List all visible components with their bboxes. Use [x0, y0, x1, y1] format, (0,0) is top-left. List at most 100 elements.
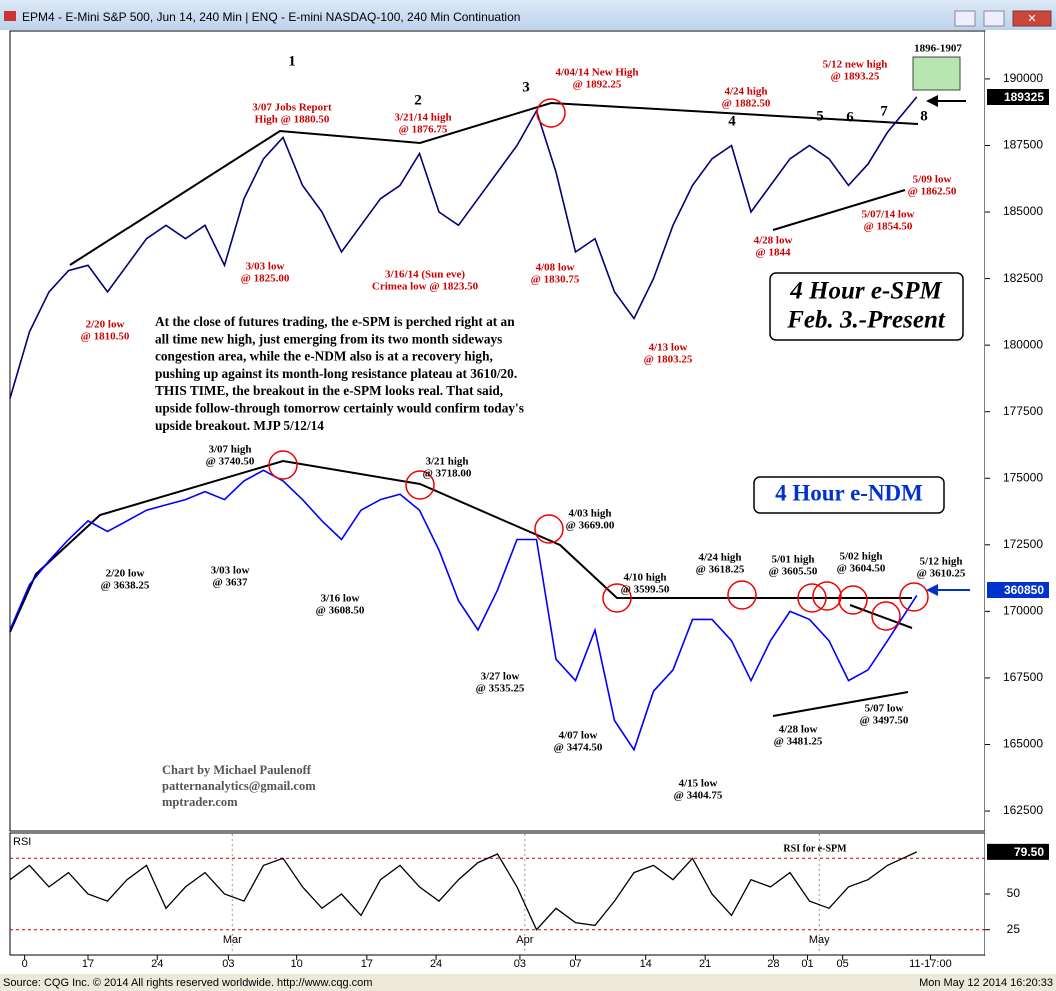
- highlight-circle: [899, 582, 929, 612]
- value-axis: [985, 31, 1056, 955]
- annotation: 3/07 high: [208, 444, 251, 456]
- annotation: 3/16/14 (Sun eve): [385, 269, 465, 281]
- x-tick-label: 07: [569, 958, 581, 970]
- month-label: May: [809, 934, 830, 946]
- month-label: Mar: [223, 934, 242, 946]
- annotation: 4/07 low: [559, 730, 598, 742]
- annotation: Crimea low @ 1823.50: [372, 281, 479, 293]
- month-label: Apr: [516, 934, 533, 946]
- annotation: 5/12 new high: [823, 59, 888, 71]
- highlight-circle: [838, 585, 868, 615]
- annotation: @ 3637: [213, 577, 248, 589]
- annotation: @ 3669.00: [566, 520, 615, 532]
- chart-title: 4 Hour e-NDM: [775, 480, 923, 505]
- annotation: @ 3481.25: [774, 736, 823, 748]
- main-panel: [9, 30, 986, 832]
- annotation: @ 1825.00: [241, 273, 290, 285]
- highlight-circle: [268, 450, 298, 480]
- ndm-support-line: [772, 691, 909, 717]
- commentary-line: congestion area, while the e-NDM also is…: [155, 349, 493, 364]
- x-tick-label: 14: [640, 958, 652, 970]
- annotation: 5/09 low: [913, 174, 952, 186]
- window-title: EPM4 - E-Mini S&P 500, Jun 14, 240 Min |…: [22, 10, 520, 24]
- annotation: 3/03 low: [246, 261, 285, 273]
- annotation: 5/07/14 low: [862, 209, 915, 221]
- y-tick-label: 165000: [1003, 737, 1043, 751]
- annotation: 4/24 high: [724, 86, 767, 98]
- x-tick-label: 24: [430, 958, 442, 970]
- annotation: 5/12 high: [919, 556, 962, 568]
- annotation: 4/08 low: [536, 262, 575, 274]
- x-tick-label: 24: [151, 958, 163, 970]
- annotation: @ 1882.50: [722, 98, 771, 110]
- annotation: 3/27 low: [481, 671, 520, 683]
- highlight-circle: [405, 470, 435, 500]
- target-label: 1896-1907: [914, 43, 962, 55]
- commentary-line: all time new high, just emerging from it…: [155, 331, 502, 346]
- commentary-line: THIS TIME, the breakout in the e-SPM loo…: [155, 383, 503, 398]
- title-box: [753, 476, 945, 514]
- ndm-resistance-line: [849, 604, 913, 629]
- target-zone: [912, 56, 961, 91]
- y-tick-label: 177500: [1003, 404, 1043, 418]
- wave-label: 6: [846, 109, 854, 125]
- annotation: 4/04/14 New High: [555, 67, 638, 79]
- window-icon: [4, 11, 16, 21]
- highlight-circle: [727, 580, 757, 610]
- y-tick-label: 170000: [1003, 604, 1043, 618]
- annotation: @ 3474.50: [554, 742, 603, 754]
- annotation: @ 3535.25: [476, 683, 525, 695]
- credit-line: Chart by Michael Paulenoff: [162, 763, 312, 777]
- y-tick-label: 190000: [1003, 71, 1043, 85]
- title-bar: [0, 0, 1056, 30]
- annotation: 4/28 low: [779, 724, 818, 736]
- annotation: 3/03 low: [211, 565, 250, 577]
- annotation: @ 1830.75: [531, 274, 580, 286]
- price-badge-label: 189325: [1004, 90, 1044, 104]
- rsi-tick-label: 25: [1007, 922, 1021, 936]
- price-badge-label: 360850: [1004, 583, 1044, 597]
- arrow-head: [926, 584, 938, 596]
- wave-label: 5: [816, 108, 824, 124]
- minimize-button[interactable]: [954, 10, 976, 27]
- footer-time: Mon May 12 2014 16:20:33: [919, 977, 1053, 989]
- y-tick-label: 187500: [1003, 138, 1043, 152]
- commentary-line: upside breakout. MJP 5/12/14: [155, 418, 324, 433]
- x-tick-label: 03: [222, 958, 234, 970]
- x-tick-label: 10: [291, 958, 303, 970]
- y-tick-label: 180000: [1003, 337, 1043, 351]
- annotation: @ 1892.25: [573, 79, 622, 91]
- status-bar: [0, 974, 1056, 991]
- highlight-circle: [871, 601, 901, 631]
- x-tick-label: 21: [699, 958, 711, 970]
- commentary-line: At the close of futures trading, the e-S…: [155, 314, 515, 329]
- annotation: @ 1844: [756, 247, 791, 259]
- y-tick-label: 162500: [1003, 803, 1043, 817]
- wave-label: 8: [920, 108, 928, 124]
- maximize-button[interactable]: [983, 10, 1005, 27]
- annotation: @ 1876.75: [399, 124, 448, 136]
- annotation: @ 1803.25: [644, 354, 693, 366]
- annotation: 4/03 high: [568, 508, 611, 520]
- rsi-badge-label: 79.50: [1014, 845, 1044, 859]
- close-button[interactable]: [1012, 10, 1052, 27]
- wave-label: 4: [728, 113, 736, 129]
- spm-support-line: [772, 189, 906, 231]
- annotation: @ 1893.25: [831, 71, 880, 83]
- annotation: High @ 1880.50: [255, 114, 330, 126]
- rsi-badge: [987, 843, 1049, 860]
- commentary-line: pushing up against its month-long resist…: [155, 366, 517, 381]
- annotation: @ 1854.50: [864, 221, 913, 233]
- annotation: @ 3610.25: [917, 568, 966, 580]
- close-icon: ✕: [1027, 13, 1036, 25]
- y-tick-label: 167500: [1003, 670, 1043, 684]
- price-line: [9, 469, 918, 752]
- x-tick-label: 01: [801, 958, 813, 970]
- x-tick-label: 05: [837, 958, 849, 970]
- y-tick-label: 182500: [1003, 271, 1043, 285]
- highlight-circle: [797, 583, 827, 613]
- annotation: @ 3404.75: [674, 790, 723, 802]
- annotation: @ 3497.50: [860, 715, 909, 727]
- price-badge: [987, 89, 1049, 105]
